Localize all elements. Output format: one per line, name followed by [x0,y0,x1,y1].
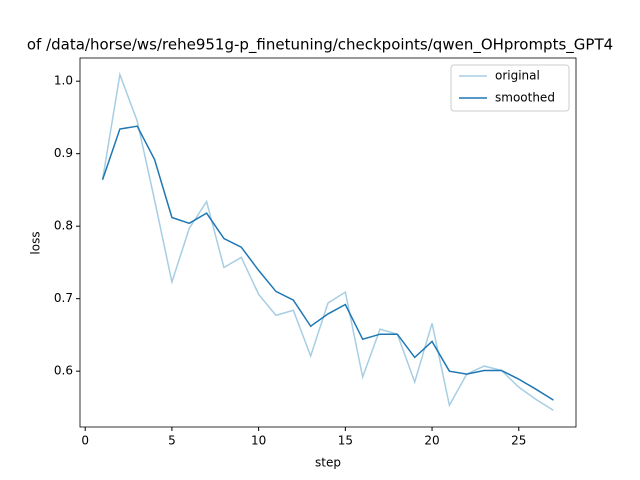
y-tick-label: 0.9 [54,146,73,160]
y-tick-label: 0.6 [54,364,73,378]
x-tick-label: 15 [338,434,353,448]
y-axis-label: loss [29,231,43,254]
x-tick-label: 20 [424,434,439,448]
plot-frame [79,57,577,428]
chart-title: of /data/horse/ws/rehe951g-p_finetuning/… [27,36,613,55]
x-tick-label: 25 [511,434,526,448]
data-line [101,71,554,411]
y-tick-label: 1.0 [54,74,73,88]
x-tick-label: 5 [168,434,176,448]
legend-label: original [495,69,540,83]
data-line [101,125,554,401]
x-tick-label: 10 [251,434,266,448]
x-axis-label: step [315,456,341,470]
y-tick-label: 0.8 [54,219,73,233]
legend-label: smoothed [495,91,555,105]
x-tick-label: 0 [81,434,89,448]
y-tick-label: 0.7 [54,291,73,305]
